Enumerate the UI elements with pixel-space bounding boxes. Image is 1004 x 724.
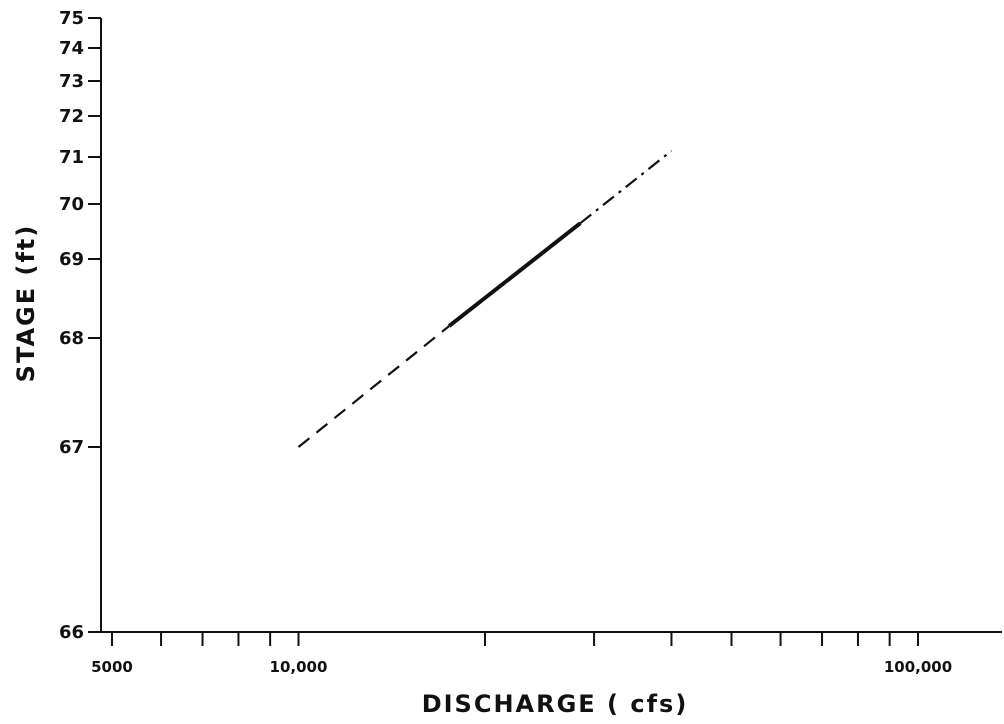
- series-0-segment-dash-dot: [579, 149, 673, 225]
- y-tick-label-66: 66: [59, 622, 84, 643]
- series-0-segment-dashed: [297, 325, 450, 448]
- y-tick-label-73: 73: [59, 71, 84, 92]
- x-ticks: 5000 10,000 100,000: [91, 632, 952, 676]
- x-tick-label-100000: 100,000: [884, 658, 952, 676]
- x-axis-title: DISCHARGE ( cfs): [422, 690, 689, 718]
- y-axis-title: STAGE (ft): [12, 224, 40, 383]
- y-tick-label-70: 70: [59, 194, 84, 215]
- x-tick-label-10000: 10,000: [270, 658, 328, 676]
- x-tick-label-5000: 5000: [91, 658, 133, 676]
- y-ticks: 75 74 73 72 71 70 69 68 67 66: [59, 8, 101, 643]
- series-0-segment-solid: [447, 221, 582, 328]
- axes: [100, 18, 1002, 633]
- y-tick-label-69: 69: [59, 249, 84, 270]
- y-tick-label-74: 74: [59, 38, 84, 59]
- y-tick-label-67: 67: [59, 437, 84, 458]
- y-tick-label-75: 75: [59, 8, 84, 29]
- y-tick-label-72: 72: [59, 106, 84, 127]
- series: [297, 149, 673, 448]
- y-tick-label-68: 68: [59, 328, 84, 349]
- y-tick-label-71: 71: [59, 147, 84, 168]
